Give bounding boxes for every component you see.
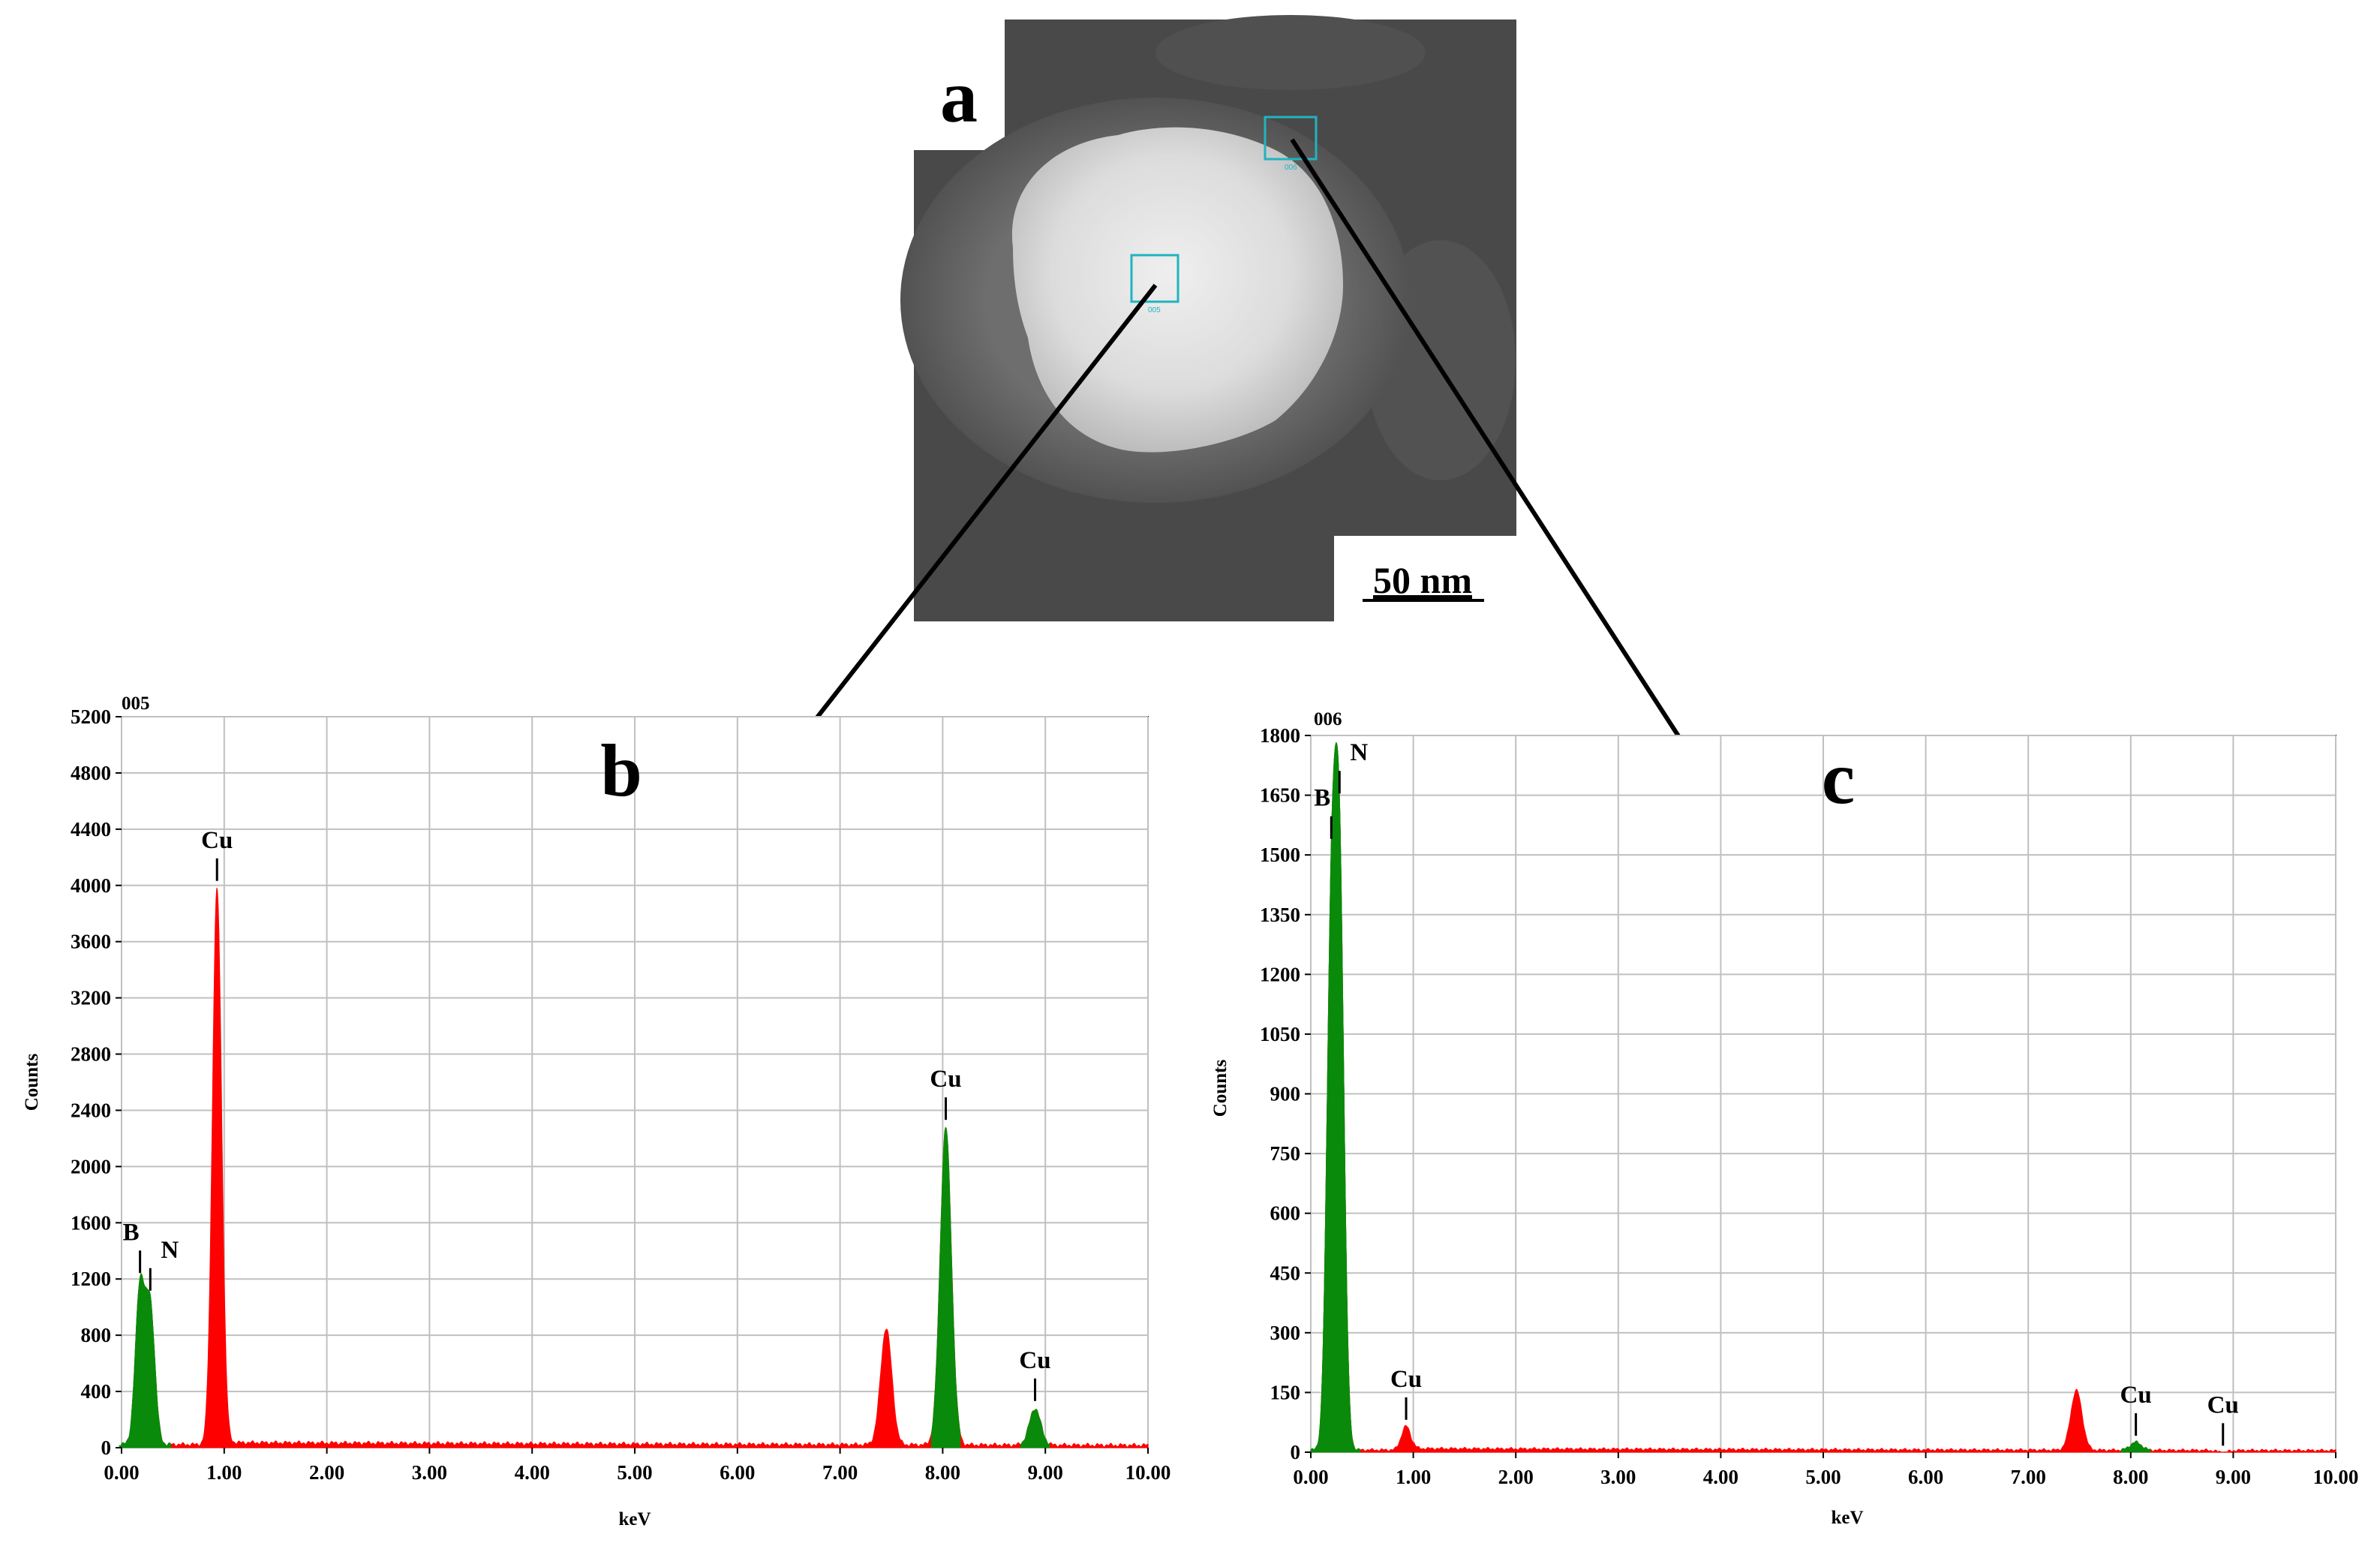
y-tick-label: 1600 <box>71 1211 111 1234</box>
y-tick-label: 1500 <box>1260 844 1300 866</box>
grid-c <box>1310 735 2336 1453</box>
y-tick-label: 2800 <box>71 1043 111 1066</box>
panel-letter-a: a <box>940 55 978 138</box>
peak-label: N <box>161 1237 179 1264</box>
x-tick-label: 0.00 <box>1293 1466 1328 1488</box>
peak-label: Cu <box>930 1066 961 1093</box>
y-tick-label: 2000 <box>71 1155 111 1178</box>
arrow-to-c <box>1290 138 1711 787</box>
x-tick-label: 7.00 <box>822 1461 858 1484</box>
x-tick-label: 9.00 <box>1028 1461 1063 1484</box>
x-tick-label: 9.00 <box>2216 1466 2251 1488</box>
y-tick-label: 1800 <box>1260 724 1300 747</box>
micrograph-texture <box>1155 15 1426 90</box>
y-tick-label: 4000 <box>71 874 111 897</box>
y-tick-label: 4800 <box>71 762 111 784</box>
spectrum-c <box>1310 741 2336 1453</box>
y-tick-label: 600 <box>1270 1202 1301 1225</box>
x-tick-label: 2.00 <box>1498 1466 1534 1488</box>
x-tick-label: 4.00 <box>1703 1466 1738 1488</box>
x-axis-label-b: keV <box>618 1509 651 1529</box>
peak-label: Cu <box>2120 1382 2152 1409</box>
spectrum-id-c: 006 <box>1314 709 1342 729</box>
spectrum-b <box>119 888 1149 1448</box>
y-tick-label: 800 <box>81 1324 112 1346</box>
scale-bar-label: 50 nm <box>1373 559 1472 601</box>
y-tick-label: 1050 <box>1260 1023 1300 1045</box>
y-ticks-b: 0 400 800 1200 1600 2000 2400 2800 3200 3600 4000 4… <box>71 705 122 1459</box>
y-tick-label: 0 <box>1291 1441 1301 1463</box>
peak-label: Cu <box>1019 1347 1050 1374</box>
peak-label: Cu <box>2207 1391 2239 1418</box>
x-tick-label: 3.00 <box>1600 1466 1636 1488</box>
peak-label: Cu <box>201 827 233 854</box>
panel-a: 005 006 a 50 nm <box>900 15 1516 621</box>
peak-label: N <box>1350 739 1368 766</box>
spectrum-peak-green <box>930 1126 961 1448</box>
x-tick-label: 8.00 <box>2113 1466 2148 1488</box>
analysis-box-006 <box>1264 116 1318 161</box>
y-tick-label: 3600 <box>71 931 111 953</box>
y-axis-label-c: Counts <box>1210 1060 1231 1117</box>
box-label-005: 005 <box>1148 306 1161 314</box>
peak-label: B <box>1314 785 1330 812</box>
y-tick-label: 3200 <box>71 987 111 1009</box>
peak-label: B <box>123 1219 140 1246</box>
peak-labels-b: BN Cu Cu Cu <box>123 827 1051 1401</box>
x-tick-label: 8.00 <box>925 1461 960 1484</box>
arrow-to-b <box>763 284 1158 787</box>
y-tick-label: 750 <box>1270 1142 1301 1165</box>
x-tick-label: 10.00 <box>1125 1461 1171 1484</box>
y-tick-label: 1350 <box>1260 904 1300 926</box>
x-axis-label-c: keV <box>1831 1508 1863 1528</box>
x-tick-label: 5.00 <box>617 1461 652 1484</box>
y-tick-label: 400 <box>81 1380 112 1403</box>
y-tick-label: 1200 <box>1260 963 1300 985</box>
spectrum-peak-green <box>129 1273 172 1448</box>
box-label-006: 006 <box>1285 164 1297 172</box>
x-tick-label: 6.00 <box>720 1461 755 1484</box>
x-ticks-c: 0.00 1.00 2.00 3.00 4.00 5.00 6.00 7.00 8.00 9.00… <box>1293 1452 2358 1488</box>
y-tick-label: 450 <box>1270 1262 1301 1284</box>
chart-b: 0 400 800 1200 1600 2000 2400 2800 3200 3600 4000 4… <box>22 693 1170 1529</box>
spectrum-peak-green <box>1318 742 1361 1453</box>
x-tick-label: 1.00 <box>1396 1466 1431 1488</box>
y-ticks-c: 0 150 300 450 600 750 900 1050 1200 1350 1500 1650 1… <box>1260 724 1311 1463</box>
spectrum-area <box>1321 741 2336 1453</box>
y-tick-label: 4400 <box>71 818 111 841</box>
y-tick-label: 300 <box>1270 1322 1301 1344</box>
spectrum-id-b: 005 <box>122 693 150 714</box>
y-tick-label: 0 <box>101 1436 112 1459</box>
spectrum-peak-green <box>2120 1440 2151 1453</box>
x-tick-label: 0.00 <box>104 1461 139 1484</box>
x-tick-label: 2.00 <box>309 1461 344 1484</box>
x-tick-label: 4.00 <box>515 1461 550 1484</box>
x-tick-label: 1.00 <box>206 1461 242 1484</box>
spectrum-peak-green <box>1020 1409 1050 1448</box>
y-tick-label: 1200 <box>71 1268 111 1290</box>
x-tick-label: 10.00 <box>2313 1466 2359 1488</box>
chart-c: 0 150 300 450 600 750 900 1050 1200 1350 1500 1650 1… <box>1210 709 2358 1528</box>
x-tick-label: 7.00 <box>2011 1466 2046 1488</box>
y-axis-label-b: Counts <box>22 1054 42 1111</box>
y-tick-label: 2400 <box>71 1099 111 1121</box>
panel-letter-c: c <box>1822 736 1855 820</box>
y-tick-label: 900 <box>1270 1083 1301 1105</box>
analysis-box-005 <box>1130 254 1179 303</box>
x-tick-label: 3.00 <box>412 1461 447 1484</box>
peak-labels-c: BN Cu Cu Cu <box>1314 739 2239 1446</box>
x-tick-label: 5.00 <box>1805 1466 1841 1488</box>
y-tick-label: 150 <box>1270 1381 1301 1403</box>
panel-letter-b: b <box>600 729 642 812</box>
y-tick-label: 5200 <box>71 705 111 728</box>
x-ticks-b: 0.00 1.00 2.00 3.00 4.00 5.00 6.00 7.00 8.00 9.00… <box>104 1448 1170 1484</box>
peak-label: Cu <box>1390 1366 1422 1393</box>
y-tick-label: 1650 <box>1260 784 1300 807</box>
x-tick-label: 6.00 <box>1908 1466 1943 1488</box>
